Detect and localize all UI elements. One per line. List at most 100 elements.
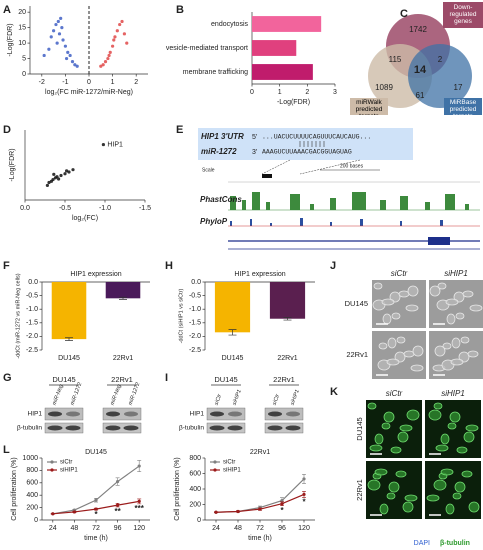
cell [433, 402, 443, 410]
y-axis-label: -ddCt (miR-1272 vs miR-Neg cells) [15, 273, 21, 358]
cell [386, 492, 396, 500]
point [66, 50, 70, 54]
cell [460, 336, 470, 344]
row-label: β-tubulin [17, 425, 42, 432]
cell [455, 312, 465, 320]
legend-label: siCtr [223, 460, 235, 466]
y-tick-label: -0.5 [26, 292, 38, 299]
column-label: siHIP1 [444, 269, 468, 278]
y-tick-label: 200 [26, 504, 38, 511]
legend-label: siCtr [60, 460, 72, 466]
venn-label-text: Down-regulated genes [449, 4, 477, 25]
phastcons-track [230, 192, 469, 210]
venn-count: 61 [416, 91, 425, 100]
point [111, 44, 115, 48]
cell [435, 444, 449, 452]
panel-letter: D [3, 124, 11, 136]
point [57, 177, 61, 181]
panel-letter: F [3, 260, 10, 272]
scale-bases: 200 bases [340, 163, 364, 169]
venn-label-box [350, 98, 388, 115]
cell [378, 342, 388, 350]
stain-label: β-tubulin [440, 540, 470, 547]
venn-label: MiRBase predicted targets [450, 99, 477, 115]
utr-label: HIP1 3'UTR [201, 132, 244, 141]
point [71, 168, 75, 172]
band [105, 425, 121, 431]
point [64, 56, 69, 61]
significance: *** [135, 504, 145, 513]
venn-count: 1089 [375, 83, 393, 92]
y-tick-label: -2.0 [189, 333, 201, 340]
venn-label: Down-regulated genes [449, 4, 477, 25]
cell [397, 431, 409, 443]
x-tick-label: -1.5 [139, 205, 151, 212]
x-tick-label: -0.5 [59, 205, 71, 212]
point [99, 64, 103, 68]
cell [402, 501, 414, 513]
venn-count: 115 [389, 55, 402, 64]
cell [381, 422, 391, 430]
point [103, 60, 108, 64]
y-tick-label: 800 [189, 455, 201, 462]
x-tick-label: 2 [305, 89, 309, 96]
x-tick-label: 96 [114, 525, 122, 532]
cell [373, 282, 383, 290]
point [63, 172, 67, 176]
marker [302, 477, 306, 481]
band [227, 425, 243, 431]
seq-box [198, 128, 413, 160]
marker [94, 507, 98, 511]
category-label: vesicle-mediated transport [166, 45, 248, 52]
y-axis-label: Cell proliferation (%) [11, 457, 18, 520]
cell [452, 492, 462, 500]
pairing-lines [299, 141, 325, 147]
venn-count: 17 [454, 83, 463, 92]
band [267, 425, 283, 431]
point [42, 53, 46, 58]
bar [269, 282, 306, 319]
x-tick-label: 1 [278, 89, 282, 96]
band [268, 411, 282, 417]
mirna-sequence: AAAGUCUUAAACGACGGUAGUAG [262, 149, 352, 156]
column-label: siHIP1 [441, 389, 465, 398]
track-label: PhyloP [200, 217, 228, 226]
y-tick-label: -2.0 [26, 333, 38, 340]
lane-label: siHIP1 [290, 389, 301, 406]
point [59, 16, 63, 20]
band [65, 425, 81, 431]
gene-exon [428, 237, 450, 245]
marker [94, 498, 98, 502]
lane-label: miR-Neg [52, 383, 65, 406]
band [48, 411, 62, 417]
lane-label: siHIP1 [232, 389, 243, 406]
x-tick-label: 120 [298, 525, 310, 532]
cell [388, 481, 400, 493]
blot [206, 422, 246, 434]
cell [447, 422, 457, 430]
point [56, 19, 60, 24]
row-label: 22Rv1 [346, 350, 368, 359]
venn-count: 14 [414, 64, 427, 76]
cell [412, 345, 424, 357]
cell [395, 470, 407, 478]
blot [44, 422, 84, 434]
genome-browser: HIP1 3'UTR miR-1272 5' 3' ...UACUCUUUUCA… [198, 128, 480, 250]
panel-letter: I [165, 372, 168, 384]
panel-letter: G [3, 372, 12, 384]
marker [214, 510, 218, 514]
category-label: membrane trafficking [183, 69, 248, 76]
x-axis-label: log₂(FC miR-1272/miR-Neg) [45, 89, 133, 96]
point [107, 53, 111, 58]
band [124, 411, 138, 417]
x-tick-label: -1 [62, 79, 68, 86]
cell [442, 342, 452, 350]
venn-label-text: miRWalk predicted targets [355, 99, 383, 115]
point [52, 29, 56, 33]
point [125, 41, 129, 45]
point [54, 22, 58, 27]
category-label: endocytosis [211, 21, 248, 28]
band [285, 425, 301, 431]
cell [467, 350, 479, 358]
point [113, 35, 117, 39]
